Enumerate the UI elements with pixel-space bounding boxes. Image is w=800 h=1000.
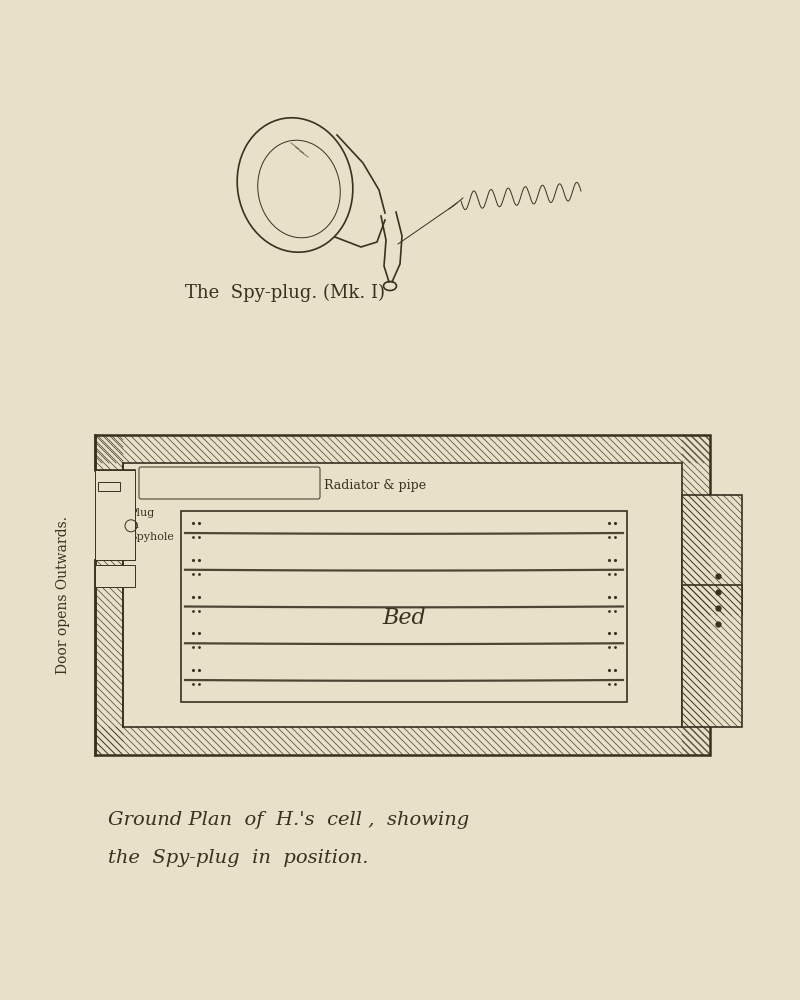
Bar	[95, 470, 135, 560]
Bar	[682, 495, 742, 615]
Bar	[181, 511, 627, 702]
Bar	[95, 435, 710, 755]
Bar	[94, 470, 124, 560]
Text: Bed: Bed	[382, 607, 426, 630]
Text: Door opens Outwards.: Door opens Outwards.	[56, 516, 70, 674]
Text: Plug: Plug	[129, 508, 154, 518]
Text: Radiator & pipe: Radiator & pipe	[324, 480, 426, 492]
Bar	[98, 482, 120, 491]
Text: in: in	[129, 520, 140, 530]
Bar	[123, 463, 682, 727]
FancyBboxPatch shape	[139, 467, 320, 499]
Text: Spyhole: Spyhole	[129, 532, 174, 542]
Bar	[682, 585, 742, 727]
Text: the  Spy-plug  in  position.: the Spy-plug in position.	[108, 849, 369, 867]
Bar	[95, 565, 135, 587]
Text: The  Spy-plug. (Mk. I): The Spy-plug. (Mk. I)	[185, 284, 385, 302]
Text: Ground Plan  of  H.'s  cell ,  showing: Ground Plan of H.'s cell , showing	[108, 811, 470, 829]
